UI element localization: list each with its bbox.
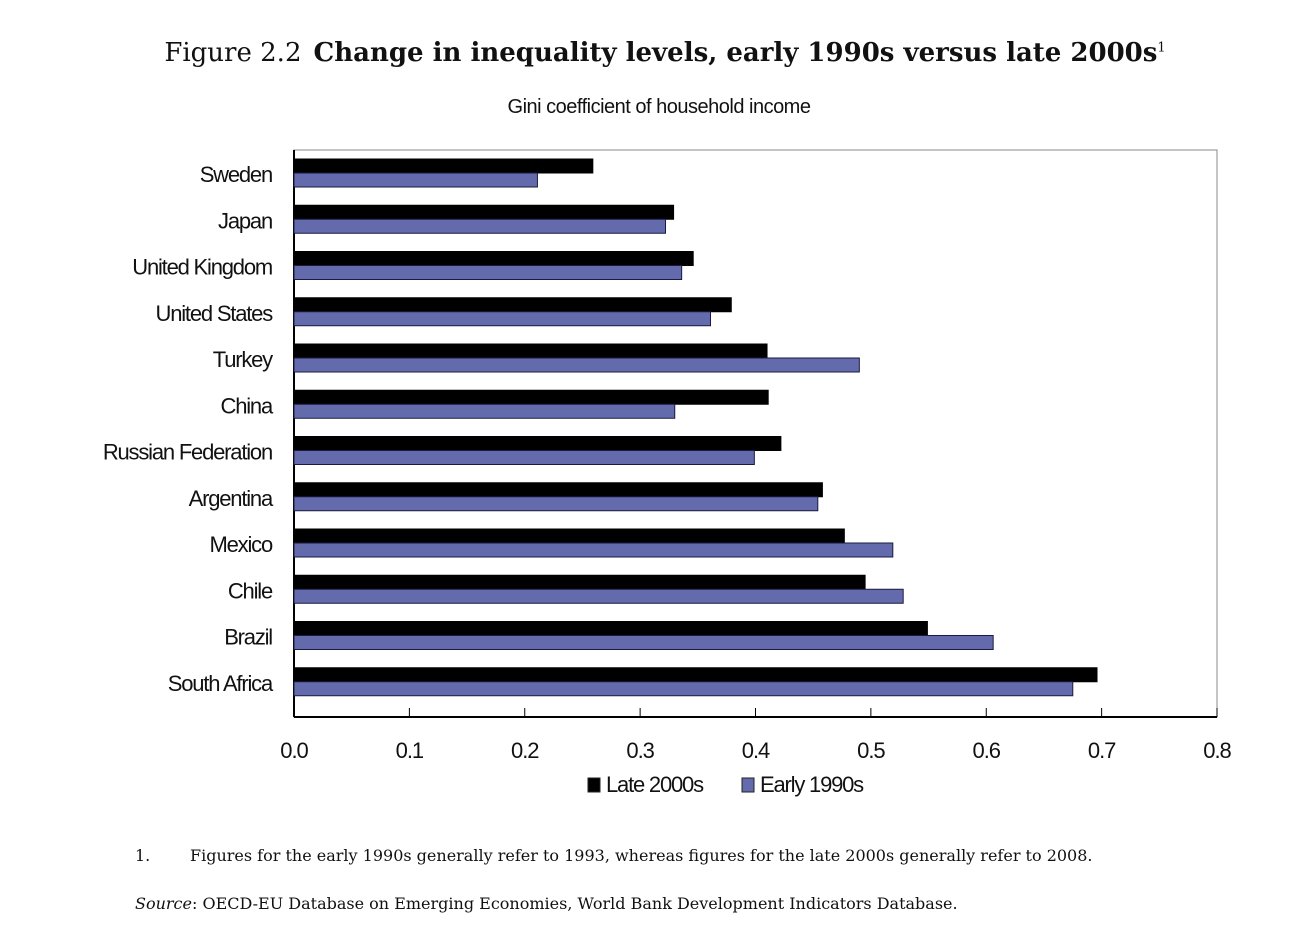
chart-title: Figure 2.2 Change in inequality levels, e… xyxy=(0,38,1304,68)
x-tick-label: 0.2 xyxy=(511,738,539,763)
category-label: United States xyxy=(156,301,274,326)
x-tick-label: 0.0 xyxy=(280,738,308,763)
category-label: Sweden xyxy=(200,162,272,187)
category-label: Russian Federation xyxy=(103,440,272,465)
bar-early-1990s xyxy=(293,450,755,465)
x-tick-label: 0.5 xyxy=(857,738,885,763)
bar-early-1990s xyxy=(293,311,712,327)
bar-late-2000s xyxy=(293,251,694,266)
bar-late-2000s xyxy=(293,343,768,359)
bar-late-2000s xyxy=(293,436,782,451)
bar-early-1990s xyxy=(293,681,1074,697)
bar-early-1990s xyxy=(293,496,819,512)
category-label: Turkey xyxy=(213,347,273,372)
category-label: Chile xyxy=(228,578,273,603)
title-text: Change in inequality levels, early 1990s… xyxy=(313,38,1158,68)
bar-late-2000s xyxy=(293,204,675,220)
legend-swatch xyxy=(741,777,755,793)
bar-early-1990s xyxy=(293,588,904,604)
x-tick-label: 0.1 xyxy=(396,738,424,763)
bar-late-2000s xyxy=(293,621,928,636)
x-tick-label: 0.6 xyxy=(972,738,1000,763)
source-label: Source xyxy=(135,894,192,913)
category-label: South Africa xyxy=(168,671,274,696)
x-tick-label: 0.3 xyxy=(626,738,654,763)
category-label: Brazil xyxy=(224,625,272,650)
bar-early-1990s xyxy=(293,635,994,650)
bar-early-1990s xyxy=(293,172,538,188)
title-footnote-marker: 1 xyxy=(1157,40,1166,56)
chart-subtitle: Gini coefficient of household income xyxy=(507,96,811,118)
bar-early-1990s xyxy=(293,265,683,280)
category-label: Mexico xyxy=(210,532,273,557)
bar-late-2000s xyxy=(293,389,769,405)
bar-early-1990s xyxy=(293,542,894,558)
bar-late-2000s xyxy=(293,482,823,498)
x-tick-label: 0.7 xyxy=(1088,738,1116,763)
legend-label: Early 1990s xyxy=(760,772,864,797)
footnote: 1. Figures for the early 1990s generally … xyxy=(135,846,1093,865)
bar-early-1990s xyxy=(293,403,676,419)
bar-late-2000s xyxy=(293,667,1098,683)
bar-late-2000s xyxy=(293,528,845,544)
bar-early-1990s xyxy=(293,218,667,234)
bar-chart: 0.0 0.1 0.2 0.3 0.4 0.5 0.6 0.7 0.8 Sweden Japan Un… xyxy=(103,149,1233,797)
category-label: Argentina xyxy=(189,486,274,511)
category-label: China xyxy=(221,393,274,418)
footnote-number: 1. xyxy=(135,846,151,865)
source-note: Source: OECD-EU Database on Emerging Eco… xyxy=(135,894,958,913)
source-text: : OECD-EU Database on Emerging Economies… xyxy=(191,894,958,913)
bar-late-2000s xyxy=(293,297,732,313)
x-tick-label: 0.8 xyxy=(1203,738,1231,763)
x-tick-label: 0.4 xyxy=(742,738,770,763)
legend-label: Late 2000s xyxy=(606,772,704,797)
figure-label: Figure 2.2 xyxy=(164,38,302,68)
category-label: United Kingdom xyxy=(132,255,272,280)
bar-late-2000s xyxy=(293,574,866,590)
category-label: Japan xyxy=(218,208,272,233)
legend-swatch xyxy=(587,777,601,793)
bar-early-1990s xyxy=(293,357,860,373)
bar-late-2000s xyxy=(293,158,594,174)
footnote-text: Figures for the early 1990s generally re… xyxy=(190,846,1093,865)
